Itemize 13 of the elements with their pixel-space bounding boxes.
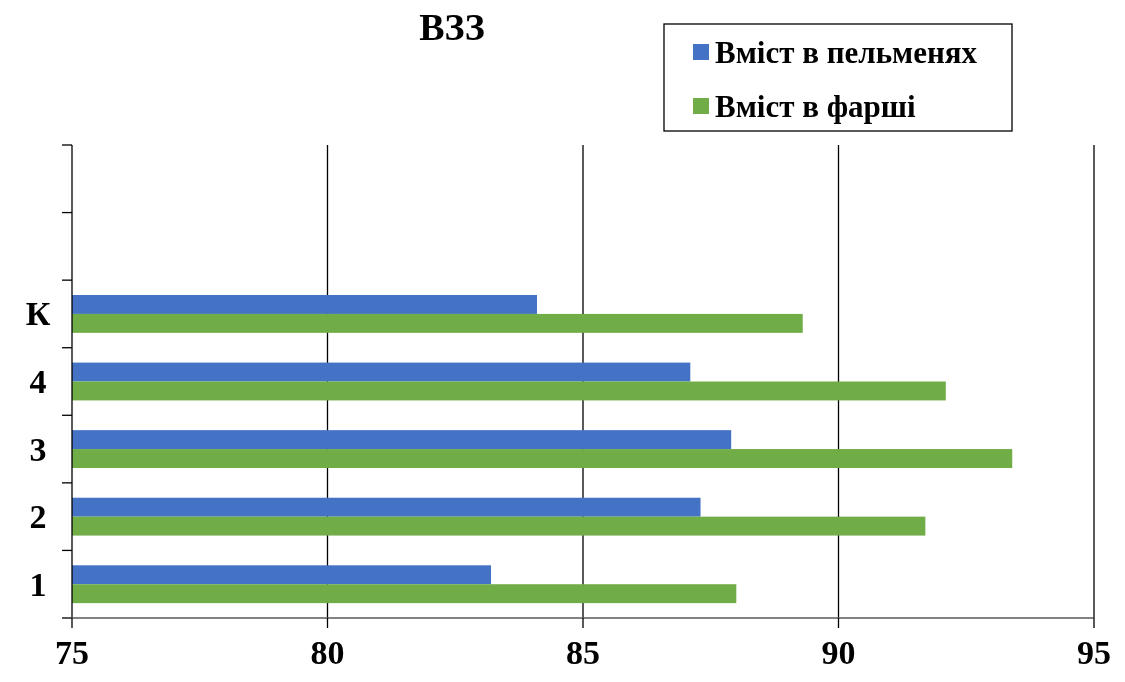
legend-label: Вміст в фарші (715, 88, 916, 124)
legend-label: Вміст в пельменях (715, 34, 978, 70)
y-tick-label: 3 (29, 430, 47, 468)
chart-title: ВЗЗ (419, 6, 485, 48)
y-tick-label: 4 (29, 363, 47, 400)
x-tick-label: 85 (566, 634, 600, 671)
y-tick-label: 1 (29, 565, 47, 603)
x-tick-label: 75 (55, 634, 89, 671)
x-tick-label: 90 (821, 634, 856, 671)
y-tick-label: 2 (29, 498, 47, 536)
x-tick-label: 95 (1077, 634, 1111, 671)
x-tick-label: 80 (310, 634, 345, 671)
y-tick-label: К (25, 295, 51, 333)
